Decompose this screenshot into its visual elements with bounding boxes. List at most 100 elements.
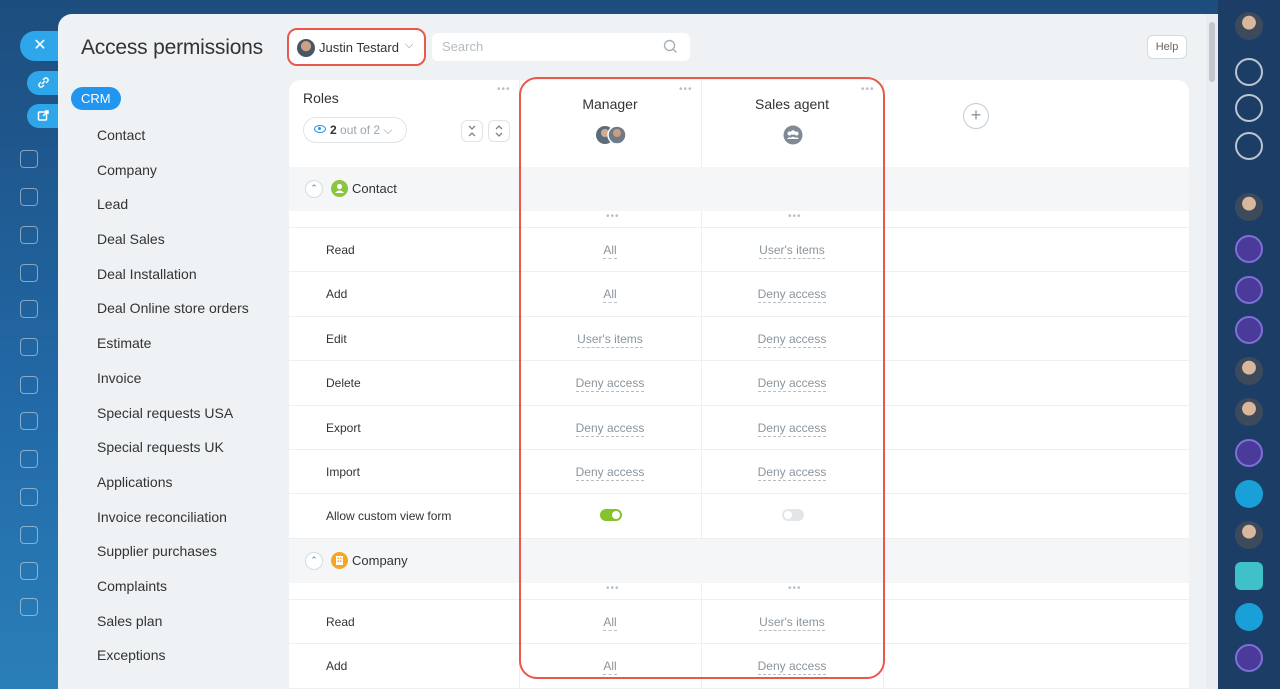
contact-avatar-1[interactable] (1235, 193, 1263, 221)
permission-label: Import (326, 465, 361, 479)
robot-icon[interactable] (20, 526, 38, 544)
add-role-button[interactable]: + (963, 103, 989, 129)
permission-value[interactable]: Deny access (757, 376, 827, 393)
cell-menu-icon[interactable]: ••• (788, 211, 802, 222)
funnel-icon[interactable] (20, 562, 38, 580)
permission-value[interactable]: Deny access (757, 331, 827, 348)
sidebar-item-special-requests-usa[interactable]: Special requests USA (97, 404, 234, 421)
permission-value[interactable]: Deny access (575, 376, 645, 393)
sidebar-item-lead[interactable]: Lead (97, 196, 129, 213)
permission-value[interactable]: Deny access (757, 659, 827, 676)
chat-icon[interactable] (20, 150, 38, 168)
inbox-icon[interactable] (20, 376, 38, 394)
right-sidebar (1218, 0, 1280, 689)
sidebar-section-crm[interactable]: CRM (71, 87, 121, 110)
group-chat-icon-5[interactable] (1235, 644, 1263, 672)
roles-header-label: Roles (303, 90, 339, 106)
sidebar-item-invoice[interactable]: Invoice (97, 369, 142, 386)
grid-icon[interactable] (20, 598, 38, 616)
sidebar-item-estimate[interactable]: Estimate (97, 335, 152, 352)
panel-scrollbar[interactable] (1206, 14, 1218, 689)
search-input[interactable] (442, 39, 652, 54)
open-in-new-window-button[interactable] (27, 104, 60, 128)
cell-menu-icon[interactable]: ••• (606, 583, 620, 594)
cell-menu-icon[interactable]: ••• (788, 583, 802, 594)
permission-value[interactable]: Deny access (757, 420, 827, 437)
section-header-contact[interactable]: ⌃ Contact (289, 167, 1189, 211)
expand-all-button[interactable] (488, 120, 510, 142)
permission-value[interactable]: All (603, 659, 617, 676)
role-members-manager[interactable] (595, 125, 629, 150)
user-avatar[interactable] (1235, 12, 1263, 40)
sidebar-item-deal-installation[interactable]: Deal Installation (97, 265, 197, 282)
contact-avatar-3[interactable] (1235, 398, 1263, 426)
help-button[interactable]: Help (1147, 35, 1187, 59)
mail-icon[interactable] (20, 412, 38, 430)
sidebar-item-special-requests-uk[interactable]: Special requests UK (97, 439, 224, 456)
search-icon[interactable] (663, 39, 678, 54)
contacts-icon[interactable] (20, 450, 38, 468)
permission-label: Add (326, 287, 348, 302)
permission-value[interactable]: All (603, 243, 617, 259)
search-box[interactable] (432, 33, 690, 61)
group-chat-icon-1[interactable] (1235, 235, 1263, 263)
sidebar-item-exceptions[interactable]: Exceptions (97, 647, 166, 664)
role-title-sales-agent[interactable]: Sales agent (755, 96, 829, 112)
permission-label: Edit (326, 331, 347, 346)
sidebar-item-supplier-purchases[interactable]: Supplier purchases (97, 543, 217, 560)
bell-icon[interactable] (1235, 58, 1263, 86)
permission-value[interactable]: Deny access (757, 287, 827, 304)
chevron-down-icon: ⌵ (383, 123, 393, 137)
copilot-icon[interactable] (1235, 94, 1263, 122)
column-menu-icon[interactable]: ••• (497, 84, 511, 95)
group-chat-icon-2[interactable] (1235, 276, 1263, 304)
sidebar-item-sales-plan[interactable]: Sales plan (97, 612, 163, 629)
copy-link-button[interactable] (27, 71, 60, 95)
chat-bubble-icon[interactable] (1235, 132, 1263, 160)
toggle-switch-on[interactable] (600, 509, 622, 522)
permission-value[interactable]: Deny access (575, 420, 645, 437)
chevron-up-icon[interactable]: ⌃ (305, 552, 323, 570)
hexagon-icon[interactable] (20, 226, 38, 244)
permission-value[interactable]: User's items (759, 615, 825, 631)
permission-row-import: Import Deny access Deny access (289, 450, 1189, 495)
permission-value[interactable]: Deny access (575, 465, 645, 481)
toggle-switch-off[interactable] (782, 509, 804, 522)
permission-value[interactable]: User's items (759, 243, 825, 259)
sidebar-item-invoice-reconciliation[interactable]: Invoice reconciliation (97, 508, 227, 525)
scrollbar-thumb[interactable] (1209, 22, 1215, 82)
file-icon[interactable] (20, 300, 38, 318)
role-menu-icon[interactable]: ••• (679, 84, 693, 95)
contact-avatar-2[interactable] (1235, 357, 1263, 385)
sidebar-item-contact[interactable]: Contact (97, 127, 146, 143)
calendar-icon[interactable] (20, 264, 38, 282)
role-menu-icon[interactable]: ••• (861, 84, 875, 95)
group-chat-icon-4[interactable] (1235, 439, 1263, 467)
document-icon[interactable] (20, 188, 38, 206)
group-chat-icon-3[interactable] (1235, 316, 1263, 344)
sidebar-item-deal-sales[interactable]: Deal Sales (97, 231, 165, 248)
section-header-company[interactable]: ⌃ Company (289, 539, 1189, 583)
open-channel-icon[interactable] (1235, 480, 1263, 508)
sidebar-item-company[interactable]: Company (97, 161, 157, 178)
permission-value[interactable]: All (603, 615, 617, 631)
sidebar-item-applications[interactable]: Applications (97, 473, 173, 490)
chevron-up-icon[interactable]: ⌃ (305, 180, 323, 198)
sidebar-item-complaints[interactable]: Complaints (97, 577, 168, 594)
checklist-icon[interactable] (1235, 562, 1263, 590)
contact-avatar-4[interactable] (1235, 521, 1263, 549)
permission-value[interactable]: User's items (577, 331, 643, 348)
bookmark-icon[interactable] (1235, 603, 1263, 631)
user-selector-dropdown[interactable]: Justin Testard ⌵ (287, 28, 426, 66)
sidebar-item-deal-online-store-orders[interactable]: Deal Online store orders (97, 300, 249, 317)
board-icon[interactable] (20, 338, 38, 356)
role-members-sales-agent[interactable] (783, 125, 803, 150)
permission-value[interactable]: Deny access (757, 465, 827, 481)
role-title-manager[interactable]: Manager (582, 96, 638, 112)
permission-value[interactable]: All (603, 287, 617, 304)
tasks-icon[interactable] (20, 488, 38, 506)
close-panel-button[interactable]: ✕ (20, 31, 60, 61)
cell-menu-icon[interactable]: ••• (606, 211, 620, 222)
collapse-all-button[interactable] (461, 120, 483, 142)
visible-roles-filter[interactable]: 2 out of 2 ⌵ (303, 117, 407, 143)
